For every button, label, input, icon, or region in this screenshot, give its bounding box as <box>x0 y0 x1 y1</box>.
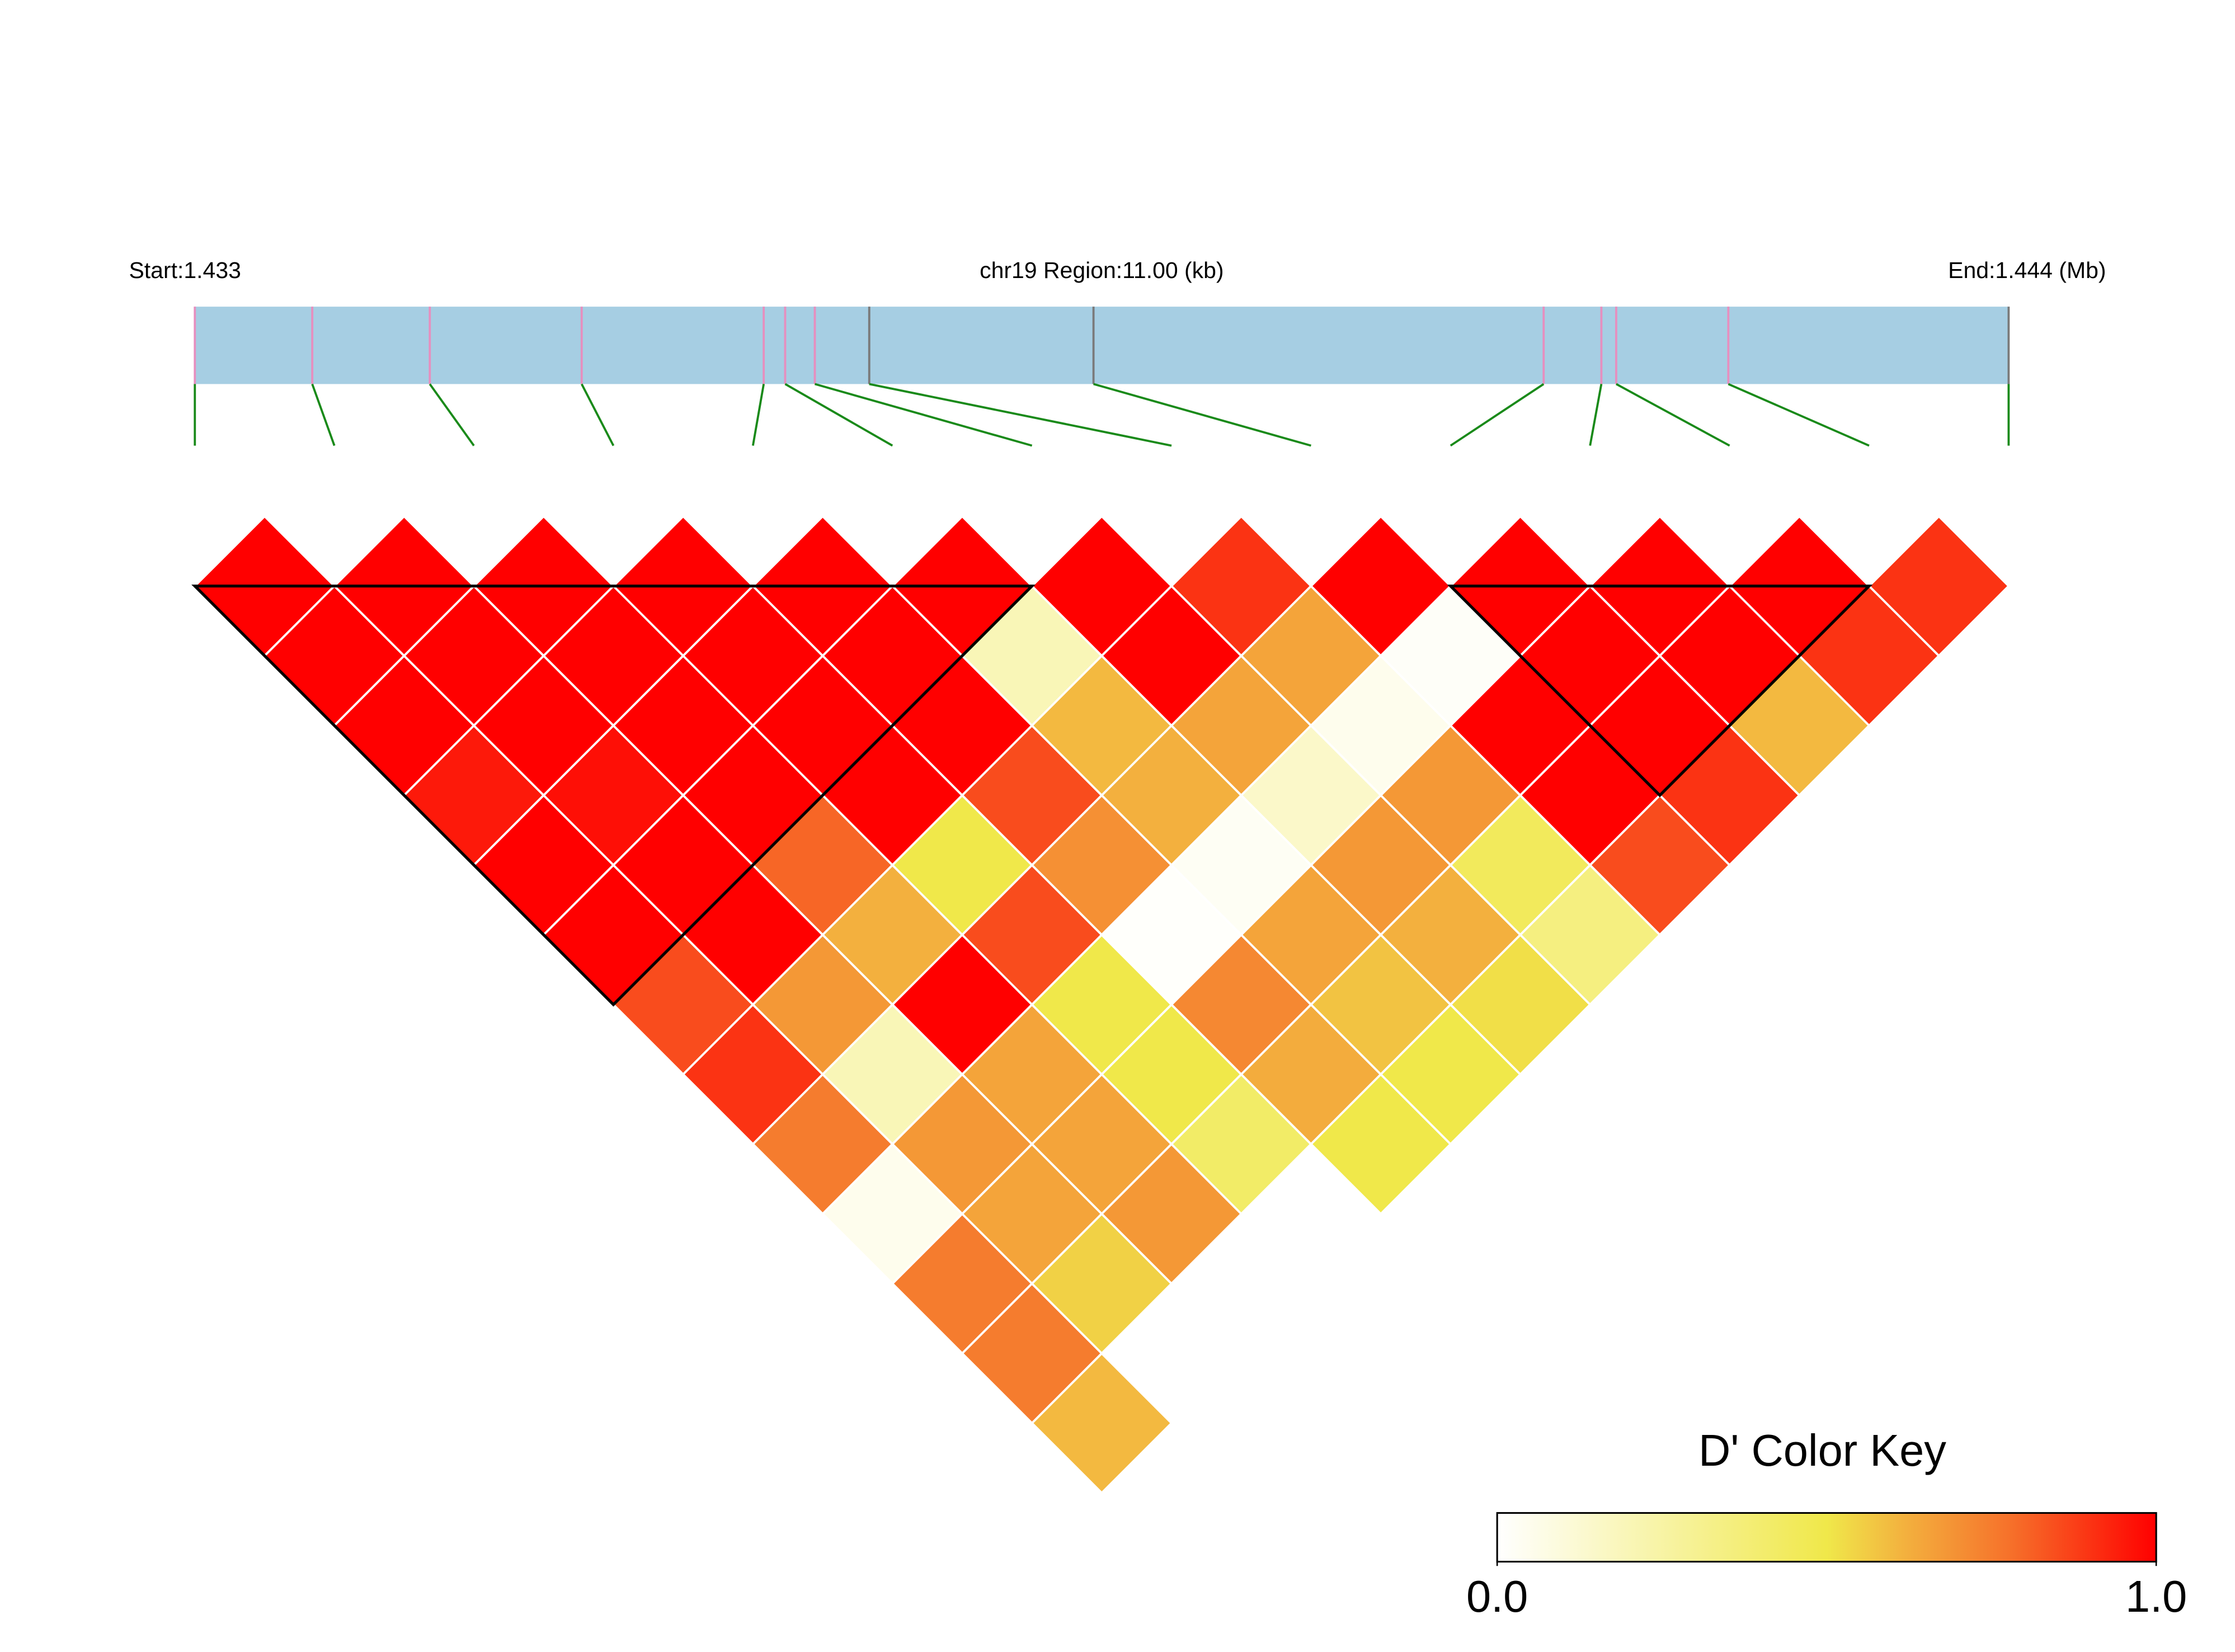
snp-connector <box>1728 383 1870 447</box>
heatmap <box>193 515 2011 1495</box>
snp-connector <box>1093 383 1311 447</box>
snp-connector <box>1615 383 1730 447</box>
snp-connector <box>751 384 765 446</box>
snp-connector <box>311 383 336 446</box>
snp-connector <box>1589 384 1603 446</box>
key-title: D' Color Key <box>1698 1425 1946 1475</box>
snp-connector <box>814 383 1033 447</box>
ld-block <box>191 584 1036 1007</box>
color-key <box>1496 1512 2157 1563</box>
start-label: Start:1.433 <box>129 257 241 283</box>
genome-bar <box>195 307 2009 384</box>
region-label: chr19 Region:11.00 (kb) <box>980 257 1224 283</box>
snp-connector <box>429 383 475 446</box>
ld-cell <box>1867 515 2011 657</box>
ld-block <box>1447 584 1873 798</box>
key-tick-label: 0.0 <box>1466 1571 1528 1621</box>
snp-connector <box>784 383 893 447</box>
end-label: End:1.444 (Mb) <box>1948 257 2106 283</box>
key-tick-label: 1.0 <box>2125 1571 2187 1621</box>
snp-connector <box>869 383 1172 447</box>
snp-connector <box>581 383 615 446</box>
ld-cell <box>1030 1352 1173 1495</box>
snp-connector <box>1450 383 1545 447</box>
